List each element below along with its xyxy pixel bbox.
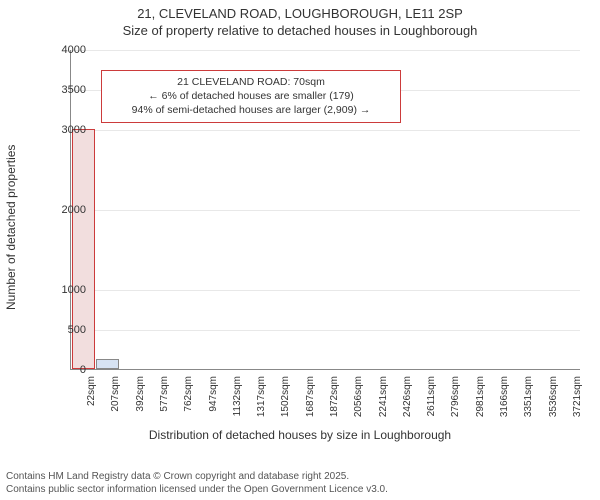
x-tick-label: 577sqm xyxy=(159,376,170,412)
x-tick-label: 22sqm xyxy=(86,376,97,406)
y-tick-label: 4000 xyxy=(46,44,86,56)
x-tick-label: 392sqm xyxy=(135,376,146,412)
y-tick-label: 3000 xyxy=(46,124,86,136)
plot-area: 21 CLEVELAND ROAD: 70sqm ← 6% of detache… xyxy=(70,50,580,370)
annotation-box: 21 CLEVELAND ROAD: 70sqm ← 6% of detache… xyxy=(101,70,401,123)
x-tick-label: 2981sqm xyxy=(475,376,486,417)
y-tick-label: 3500 xyxy=(46,84,86,96)
annotation-line1: 21 CLEVELAND ROAD: 70sqm xyxy=(110,75,392,89)
y-tick-label: 500 xyxy=(46,324,86,336)
y-tick-label: 1000 xyxy=(46,284,86,296)
annotation-line2: ← 6% of detached houses are smaller (179… xyxy=(110,89,392,103)
x-tick-label: 3721sqm xyxy=(572,376,583,417)
chart-container: Number of detached properties 21 CLEVELA… xyxy=(0,42,600,452)
y-tick-label: 2000 xyxy=(46,204,86,216)
y-tick-label: 0 xyxy=(46,364,86,376)
x-tick-label: 3536sqm xyxy=(548,376,559,417)
x-tick-label: 2611sqm xyxy=(426,376,437,416)
x-tick-label: 2796sqm xyxy=(450,376,461,417)
x-tick-label: 3166sqm xyxy=(499,376,510,417)
x-tick-label: 762sqm xyxy=(183,376,194,412)
x-axis-label: Distribution of detached houses by size … xyxy=(0,428,600,442)
attribution-text: Contains HM Land Registry data © Crown c… xyxy=(6,471,388,496)
x-tick-label: 1872sqm xyxy=(329,376,340,417)
x-tick-label: 207sqm xyxy=(110,376,121,412)
x-tick-label: 1317sqm xyxy=(256,376,267,417)
attribution-line1: Contains HM Land Registry data © Crown c… xyxy=(6,471,388,484)
chart-title-line1: 21, CLEVELAND ROAD, LOUGHBOROUGH, LE11 2… xyxy=(0,6,600,21)
x-tick-label: 2241sqm xyxy=(378,376,389,417)
x-tick-label: 1502sqm xyxy=(280,376,291,417)
y-axis-label: Number of detached properties xyxy=(4,145,18,310)
annotation-line3: 94% of semi-detached houses are larger (… xyxy=(110,103,392,117)
chart-title-line2: Size of property relative to detached ho… xyxy=(0,23,600,38)
x-tick-label: 2426sqm xyxy=(402,376,413,417)
x-tick-label: 2056sqm xyxy=(353,376,364,417)
x-tick-label: 1132sqm xyxy=(232,376,243,416)
chart-title-block: 21, CLEVELAND ROAD, LOUGHBOROUGH, LE11 2… xyxy=(0,0,600,38)
x-tick-label: 947sqm xyxy=(208,376,219,412)
attribution-line2: Contains public sector information licen… xyxy=(6,484,388,497)
x-tick-label: 3351sqm xyxy=(523,376,534,417)
x-tick-label: 1687sqm xyxy=(305,376,316,417)
histogram-bar xyxy=(96,359,119,369)
